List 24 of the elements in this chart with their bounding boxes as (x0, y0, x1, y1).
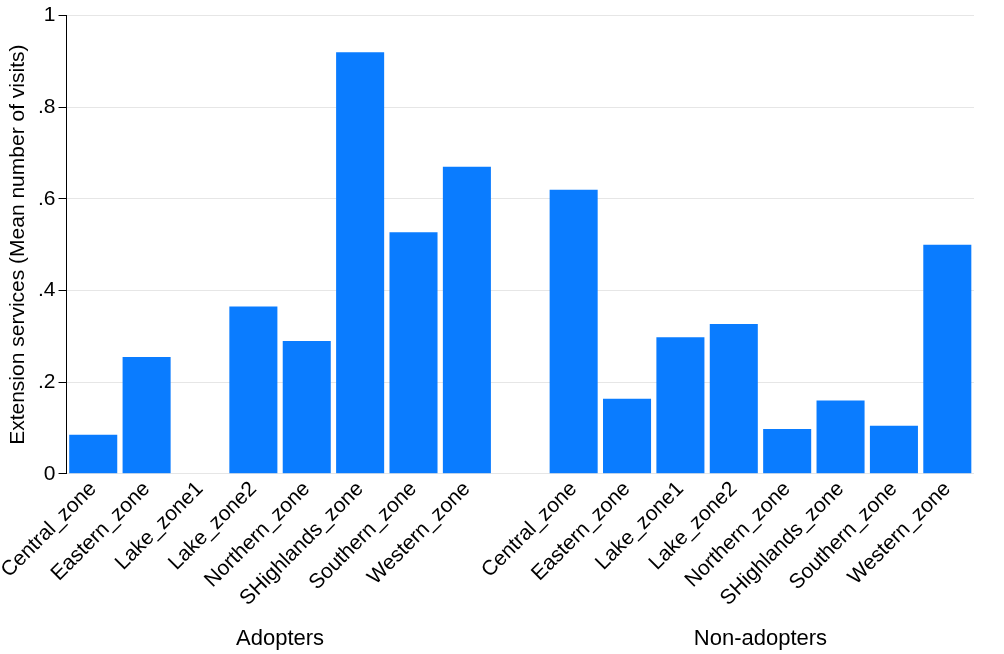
bar (336, 52, 385, 474)
bar (442, 166, 491, 474)
y-axis-title: Extension services (Mean number of visits) (5, 44, 29, 445)
bar (389, 232, 438, 474)
y-tick-label: .4 (38, 277, 56, 301)
y-tick-label: 1 (43, 2, 56, 26)
text: Non-adopters (693, 625, 828, 651)
bar (923, 244, 972, 474)
y-tick-label: 0 (43, 460, 56, 484)
bar (816, 400, 865, 474)
y-tick-label: .6 (38, 185, 56, 209)
bar (549, 189, 598, 474)
bar (282, 340, 331, 474)
y-tick-label: .8 (38, 94, 56, 118)
y-tick-label: .2 (38, 368, 56, 392)
bar (763, 428, 812, 474)
bar (656, 337, 705, 474)
bar (603, 398, 652, 474)
text: Adopters (236, 625, 325, 651)
bar (869, 425, 918, 474)
bar (122, 356, 171, 474)
bar (69, 434, 118, 474)
bar (709, 323, 758, 474)
bar (229, 306, 278, 474)
